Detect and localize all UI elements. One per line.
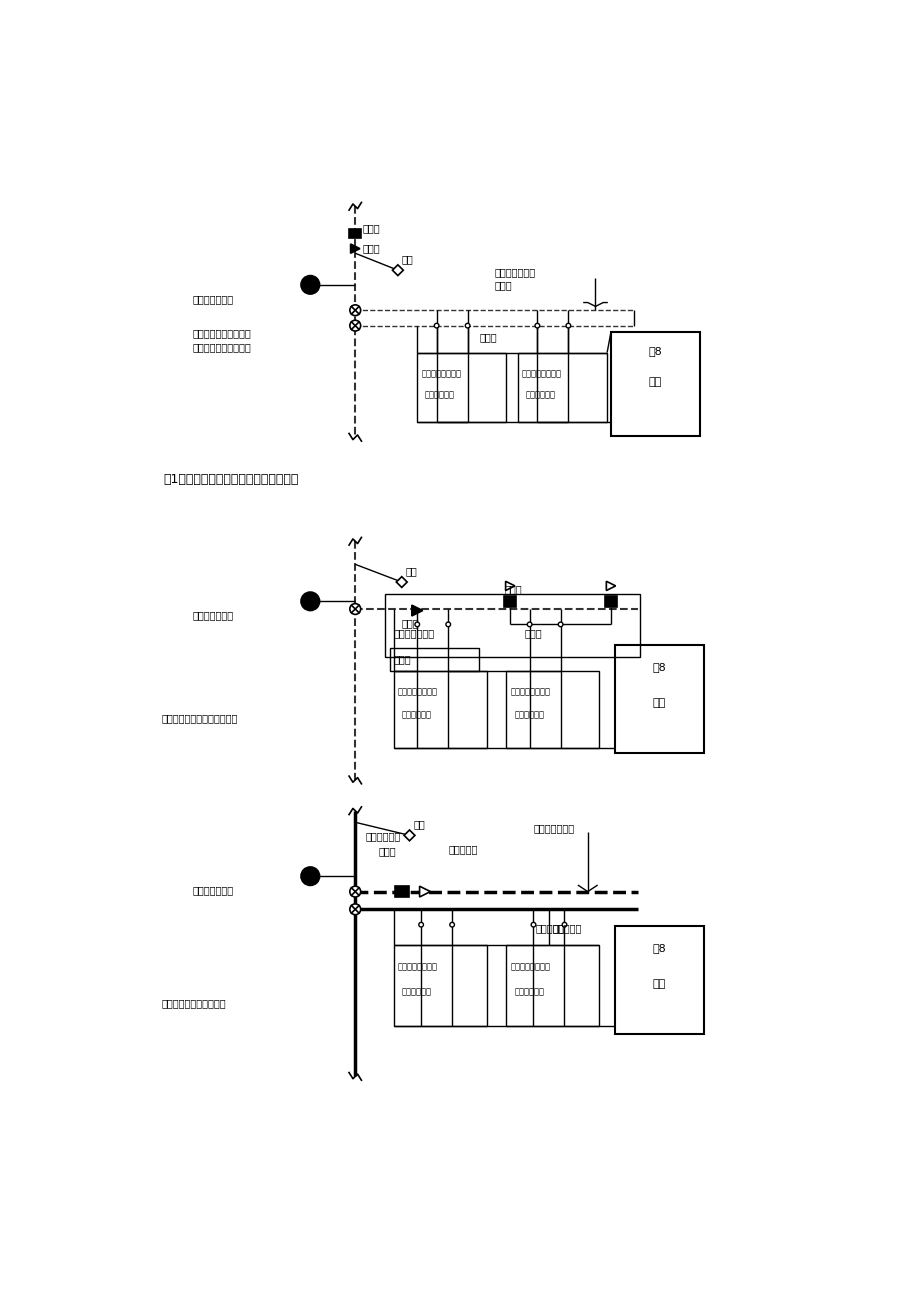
Bar xyxy=(505,945,598,1026)
Text: 止回阀: 止回阀 xyxy=(378,846,396,855)
Text: 生活管: 生活管 xyxy=(479,332,496,342)
Bar xyxy=(505,671,598,747)
Bar xyxy=(348,229,361,238)
Text: 设计生活与消防合用主管: 设计生活与消防合用主管 xyxy=(162,999,226,1008)
Bar xyxy=(614,926,703,1034)
Circle shape xyxy=(535,323,539,328)
Text: 现状小区生活与消防合用主管: 现状小区生活与消防合用主管 xyxy=(162,713,238,724)
Text: 消防控制总表: 消防控制总表 xyxy=(365,831,400,841)
Bar xyxy=(610,332,699,436)
Text: 设计生活表组: 设计生活表组 xyxy=(514,987,543,996)
Polygon shape xyxy=(350,243,359,254)
Text: 现状室外消火栓: 现状室外消火栓 xyxy=(192,294,233,303)
Text: 现状生活表组: 现状生活表组 xyxy=(402,711,431,720)
Bar xyxy=(384,594,640,656)
Circle shape xyxy=(301,276,319,294)
Text: 消防水泵接合器: 消防水泵接合器 xyxy=(494,267,535,277)
Text: 闸阀: 闸阀 xyxy=(402,254,413,264)
Circle shape xyxy=(562,922,566,927)
Text: 楼栋: 楼栋 xyxy=(652,979,665,990)
Bar xyxy=(614,646,703,753)
Text: 现状生活表组: 现状生活表组 xyxy=(525,391,555,400)
Circle shape xyxy=(349,305,360,315)
Text: 现状室内消防立管: 现状室内消防立管 xyxy=(397,687,437,697)
Text: 现状室外消火栓: 现状室外消火栓 xyxy=(192,611,233,620)
Text: 止回阀: 止回阀 xyxy=(402,618,419,628)
Text: 设计消防管: 设计消防管 xyxy=(448,844,477,854)
Text: 栋8: 栋8 xyxy=(652,943,665,953)
Text: 消防管: 消防管 xyxy=(393,654,411,664)
Text: 设计生活表组: 设计生活表组 xyxy=(402,987,431,996)
Bar xyxy=(393,945,486,1026)
Circle shape xyxy=(349,887,360,897)
Polygon shape xyxy=(396,577,407,587)
Bar xyxy=(417,353,505,422)
Bar xyxy=(517,353,607,422)
Text: 现状生活表组: 现状生活表组 xyxy=(514,711,543,720)
Circle shape xyxy=(565,323,570,328)
Circle shape xyxy=(418,922,423,927)
Text: 闸阀: 闸阀 xyxy=(413,819,425,829)
Circle shape xyxy=(465,323,470,328)
Text: 现状室内消防立管: 现状室内消防立管 xyxy=(521,370,562,379)
Circle shape xyxy=(349,904,360,915)
Text: 现状生活表组: 现状生活表组 xyxy=(425,391,455,400)
Text: 现状室内消防立管: 现状室内消防立管 xyxy=(397,962,437,971)
Text: 现状室内消防立管: 现状室内消防立管 xyxy=(421,370,460,379)
Bar xyxy=(504,596,516,607)
Text: 止回阀: 止回阀 xyxy=(363,243,380,254)
Polygon shape xyxy=(392,264,403,276)
Text: 消防表: 消防表 xyxy=(504,585,521,594)
Circle shape xyxy=(558,622,562,626)
Circle shape xyxy=(301,592,319,611)
Text: 栋8: 栋8 xyxy=(652,661,665,672)
Text: 楼栋: 楼栋 xyxy=(648,376,662,387)
Circle shape xyxy=(414,622,419,626)
Text: 消防水泵接合器: 消防水泵接合器 xyxy=(393,629,435,639)
Bar xyxy=(394,887,408,897)
Circle shape xyxy=(449,922,454,927)
Polygon shape xyxy=(606,581,615,591)
Text: 现状小区生活供水主管: 现状小区生活供水主管 xyxy=(192,342,251,353)
Text: 消防水泵接合器: 消防水泵接合器 xyxy=(533,823,574,833)
Bar xyxy=(604,596,617,607)
Text: 楼栋: 楼栋 xyxy=(652,698,665,708)
Circle shape xyxy=(301,867,319,885)
Circle shape xyxy=(349,604,360,615)
Text: 设计生活管: 设计生活管 xyxy=(535,923,564,932)
Bar xyxy=(393,671,486,747)
Text: 现状小区消防供水主管: 现状小区消防供水主管 xyxy=(192,328,251,339)
Polygon shape xyxy=(412,605,422,616)
Polygon shape xyxy=(403,829,414,841)
Polygon shape xyxy=(419,887,430,897)
Circle shape xyxy=(527,622,531,626)
Circle shape xyxy=(434,323,438,328)
Bar xyxy=(390,647,479,671)
Text: 消防管: 消防管 xyxy=(494,281,512,290)
Text: 栋8: 栋8 xyxy=(648,346,662,355)
Polygon shape xyxy=(505,581,515,591)
Circle shape xyxy=(349,320,360,331)
Text: 设计室外消火栓: 设计室外消火栓 xyxy=(192,885,233,894)
Text: 生活管: 生活管 xyxy=(524,629,541,639)
Circle shape xyxy=(530,922,535,927)
Circle shape xyxy=(446,622,450,626)
Text: 图1现状生活和消防完全独立系统示意图: 图1现状生活和消防完全独立系统示意图 xyxy=(163,473,298,486)
Text: 设计生活管: 设计生活管 xyxy=(552,923,582,934)
Text: 现状室内消防立管: 现状室内消防立管 xyxy=(510,962,550,971)
Text: 消防表: 消防表 xyxy=(363,223,380,233)
Text: 闸阀: 闸阀 xyxy=(405,566,417,577)
Text: 现状室内消防立管: 现状室内消防立管 xyxy=(510,687,550,697)
